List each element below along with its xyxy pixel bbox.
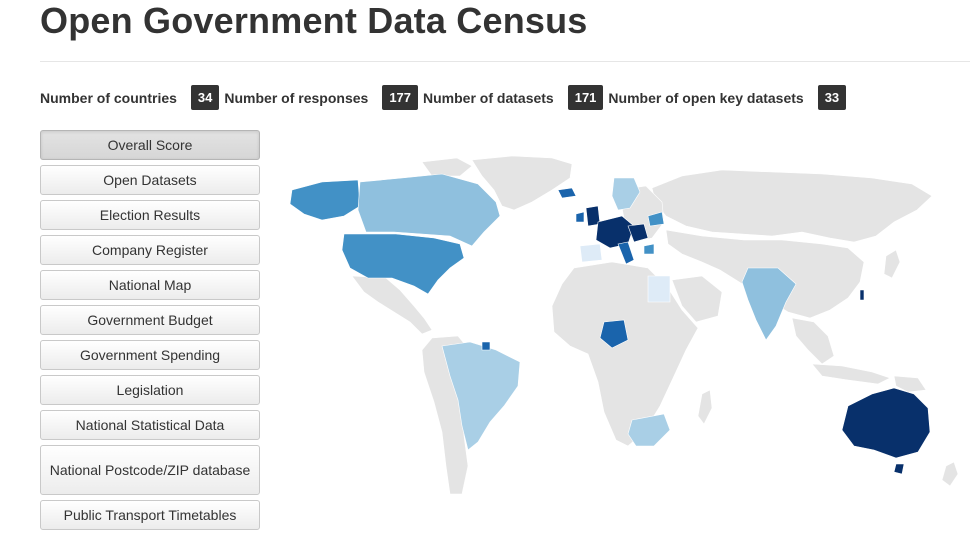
- stat-label: Number of countries: [40, 89, 177, 106]
- filter-button-legislation[interactable]: Legislation: [40, 375, 260, 405]
- region-south-africa[interactable]: [627, 413, 671, 447]
- stat-count-badge: 171: [567, 85, 604, 110]
- stat-label: Number of responses: [224, 89, 369, 106]
- region-southeast-asia[interactable]: [791, 317, 835, 365]
- world-choropleth-map: [282, 150, 970, 510]
- region-tasmania[interactable]: [893, 463, 905, 475]
- stat-countries: Number of countries 34: [40, 85, 224, 110]
- region-greece[interactable]: [643, 243, 655, 255]
- stat-label: Number of open key datasets: [608, 89, 804, 106]
- scored-countries: [289, 173, 931, 475]
- no-data-countries: [351, 155, 959, 495]
- page-title: Open Government Data Census: [40, 0, 588, 41]
- region-canada[interactable]: [357, 173, 501, 247]
- region-papua[interactable]: [893, 375, 927, 393]
- region-ireland[interactable]: [575, 211, 585, 223]
- region-central-america[interactable]: [351, 275, 433, 335]
- region-india[interactable]: [741, 267, 797, 341]
- filter-button-national-statistical-data[interactable]: National Statistical Data: [40, 410, 260, 440]
- region-iceland[interactable]: [557, 187, 577, 199]
- stat-count-badge: 33: [817, 85, 847, 110]
- stat-datasets: Number of datasets 171: [423, 85, 608, 110]
- region-greenland[interactable]: [471, 155, 573, 211]
- filter-button-government-budget[interactable]: Government Budget: [40, 305, 260, 335]
- region-brazil[interactable]: [441, 341, 521, 451]
- dataset-filter-sidebar: Overall Score Open Datasets Election Res…: [40, 130, 260, 535]
- stat-open-key-datasets: Number of open key datasets 33: [608, 85, 851, 110]
- region-alaska[interactable]: [289, 179, 361, 221]
- filter-button-overall-score[interactable]: Overall Score: [40, 130, 260, 160]
- stat-responses: Number of responses 177: [224, 85, 423, 110]
- filter-button-public-transport-timetables[interactable]: Public Transport Timetables: [40, 500, 260, 530]
- filter-button-company-register[interactable]: Company Register: [40, 235, 260, 265]
- region-usa[interactable]: [341, 233, 465, 295]
- region-spain[interactable]: [579, 243, 603, 263]
- region-italy[interactable]: [617, 241, 635, 265]
- filter-button-election-results[interactable]: Election Results: [40, 200, 260, 230]
- region-taiwan[interactable]: [859, 289, 865, 301]
- region-egypt[interactable]: [647, 275, 671, 303]
- stat-count-badge: 34: [190, 85, 220, 110]
- region-australia[interactable]: [841, 387, 931, 459]
- region-new-zealand[interactable]: [941, 461, 959, 487]
- filter-button-open-datasets[interactable]: Open Datasets: [40, 165, 260, 195]
- region-scandinavia[interactable]: [611, 177, 641, 211]
- title-divider: [40, 61, 970, 62]
- stats-bar: Number of countries 34 Number of respons…: [40, 85, 851, 110]
- world-map-svg: [289, 155, 959, 495]
- filter-button-national-postcode-database[interactable]: National Postcode/ZIP database: [40, 445, 260, 495]
- region-arabia[interactable]: [671, 275, 723, 323]
- filter-button-government-spending[interactable]: Government Spending: [40, 340, 260, 370]
- filter-button-national-map[interactable]: National Map: [40, 270, 260, 300]
- stat-label: Number of datasets: [423, 89, 554, 106]
- stat-count-badge: 177: [382, 85, 419, 110]
- region-guiana[interactable]: [481, 341, 491, 351]
- region-madagascar[interactable]: [697, 389, 713, 425]
- region-russia[interactable]: [651, 169, 933, 243]
- region-romania[interactable]: [647, 211, 665, 227]
- region-indonesia[interactable]: [811, 363, 891, 385]
- region-arctic-islands[interactable]: [421, 157, 473, 177]
- region-nigeria[interactable]: [599, 319, 629, 349]
- region-japan[interactable]: [883, 249, 901, 279]
- region-central-europe[interactable]: [627, 223, 649, 243]
